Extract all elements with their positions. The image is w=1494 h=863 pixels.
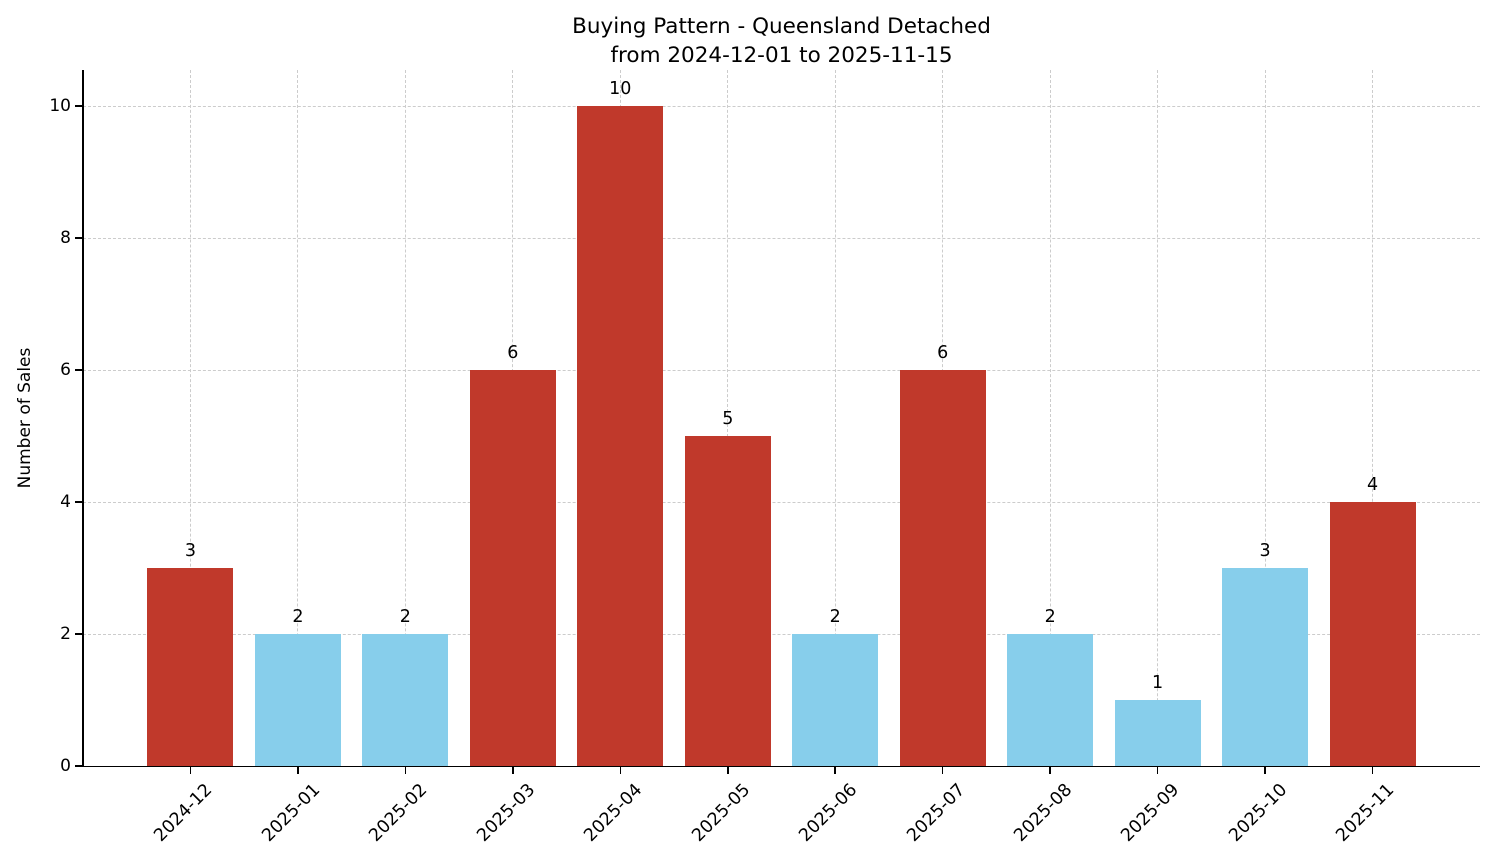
x-tick-label: 2025-10 bbox=[1225, 780, 1292, 846]
y-tick-mark bbox=[75, 765, 83, 767]
gridline-h bbox=[83, 105, 1480, 107]
bar-value-label: 2 bbox=[292, 607, 304, 628]
y-tick-mark bbox=[75, 237, 83, 240]
bar-value-label: 2 bbox=[1044, 607, 1056, 628]
gridline-h bbox=[83, 633, 1480, 635]
gridline-v bbox=[1372, 70, 1374, 766]
x-tick-label: 2025-02 bbox=[365, 780, 432, 846]
x-tick-mark bbox=[941, 766, 944, 774]
bar bbox=[1007, 634, 1094, 766]
x-tick-label: 2025-05 bbox=[688, 780, 754, 846]
x-tick-mark bbox=[834, 766, 837, 774]
gridline-v bbox=[297, 70, 299, 766]
bar bbox=[147, 568, 234, 766]
gridline-v bbox=[1049, 70, 1051, 766]
y-tick-label: 8 bbox=[60, 228, 71, 249]
bar bbox=[1329, 502, 1416, 766]
y-axis-spine bbox=[82, 70, 84, 767]
x-tick-mark bbox=[297, 766, 299, 774]
bar-value-label: 2 bbox=[829, 607, 841, 628]
x-tick-label: 2024-12 bbox=[150, 780, 217, 846]
x-tick-label: 2025-06 bbox=[795, 780, 862, 846]
y-tick-label: 10 bbox=[49, 96, 71, 117]
chart-title: Buying Pattern - Queensland Detached bbox=[572, 14, 991, 39]
bar bbox=[684, 436, 771, 766]
x-tick-mark bbox=[404, 766, 407, 774]
gridline-v bbox=[189, 70, 191, 766]
x-tick-mark bbox=[1264, 766, 1266, 774]
y-tick-label: 4 bbox=[60, 492, 71, 513]
gridline-v bbox=[834, 70, 836, 766]
gridline-v bbox=[404, 70, 406, 766]
gridline-v bbox=[727, 70, 729, 766]
bar bbox=[577, 106, 664, 766]
y-tick-label: 2 bbox=[60, 624, 71, 645]
x-tick-label: 2025-11 bbox=[1332, 780, 1399, 846]
bar bbox=[469, 370, 556, 766]
x-tick-label: 2025-01 bbox=[258, 780, 325, 846]
y-tick-label: 0 bbox=[60, 756, 71, 776]
bar bbox=[1222, 568, 1309, 766]
y-tick-label: 6 bbox=[60, 360, 71, 381]
bar bbox=[792, 634, 879, 766]
y-tick-mark bbox=[75, 633, 83, 635]
bar-value-label: 6 bbox=[937, 343, 949, 364]
x-tick-label: 2025-04 bbox=[580, 780, 647, 846]
gridline-v bbox=[1157, 70, 1159, 766]
gridline-h bbox=[83, 369, 1480, 371]
gridline-v bbox=[1264, 70, 1266, 766]
bar-value-label: 1 bbox=[1152, 673, 1164, 694]
x-tick-mark bbox=[1156, 766, 1159, 774]
bar-value-label: 2 bbox=[399, 607, 411, 628]
gridline-h bbox=[83, 237, 1480, 239]
bar-value-label: 6 bbox=[507, 343, 519, 364]
bar bbox=[362, 634, 449, 766]
gridline-h bbox=[83, 501, 1480, 503]
x-tick-label: 2025-03 bbox=[473, 780, 539, 846]
x-tick-label: 2025-08 bbox=[1010, 780, 1077, 846]
x-tick-label: 2025-09 bbox=[1117, 780, 1184, 846]
bar bbox=[899, 370, 986, 766]
bar-value-label: 3 bbox=[184, 541, 197, 562]
x-tick-mark bbox=[1371, 766, 1374, 774]
bar bbox=[254, 634, 341, 766]
bar-value-label: 3 bbox=[1259, 541, 1271, 562]
bar-value-label: 10 bbox=[609, 79, 632, 100]
x-tick-mark bbox=[1049, 766, 1051, 774]
x-tick-mark bbox=[619, 766, 622, 774]
bar bbox=[1114, 700, 1201, 766]
chart-subtitle: from 2024-12-01 to 2025-11-15 bbox=[610, 43, 953, 68]
x-tick-mark bbox=[512, 766, 514, 774]
x-tick-mark bbox=[726, 766, 729, 774]
chart-title-block: Buying Pattern - Queensland Detached fro… bbox=[83, 12, 1480, 70]
y-tick-mark bbox=[75, 369, 83, 371]
x-tick-mark bbox=[189, 766, 192, 774]
bar-value-label: 4 bbox=[1366, 475, 1379, 496]
y-tick-mark bbox=[75, 105, 83, 108]
bar-value-label: 5 bbox=[722, 409, 734, 430]
x-tick-label: 2025-07 bbox=[902, 780, 969, 846]
x-axis-spine bbox=[82, 765, 1480, 768]
y-tick-mark bbox=[75, 501, 83, 503]
